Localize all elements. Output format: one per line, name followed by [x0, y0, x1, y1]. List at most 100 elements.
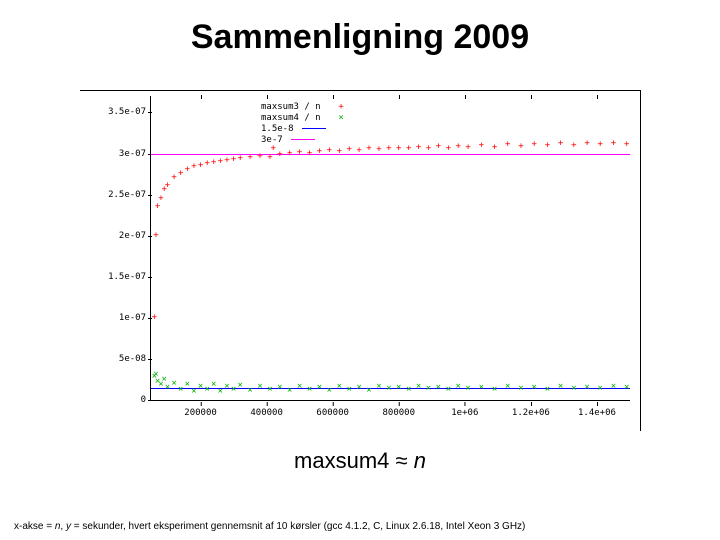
data-point: ×: [317, 383, 322, 392]
data-point: +: [356, 147, 361, 156]
data-point: +: [436, 142, 441, 151]
data-point: +: [337, 147, 342, 156]
data-point: ×: [224, 382, 229, 391]
data-point: +: [185, 165, 190, 174]
subtitle: maxsum4 ≈ n: [0, 448, 720, 474]
data-point: ×: [426, 385, 431, 394]
data-point: +: [376, 146, 381, 155]
data-point: ×: [185, 381, 190, 390]
data-point: ×: [165, 384, 170, 393]
legend-mark-icon: [288, 135, 318, 146]
data-point: +: [271, 145, 276, 154]
top-tick: [201, 95, 202, 99]
data-point: +: [386, 145, 391, 154]
data-point: ×: [327, 386, 332, 395]
data-point: +: [545, 142, 550, 151]
legend-item: maxsum3 / n +: [261, 102, 356, 113]
data-point: ×: [366, 386, 371, 395]
caption-part: x-akse =: [14, 521, 55, 532]
data-point: +: [171, 174, 176, 183]
data-point: ×: [376, 382, 381, 391]
x-tick-label: 800000: [382, 408, 415, 418]
data-point: ×: [584, 383, 589, 392]
y-tick-label: 3.5e-07: [96, 107, 146, 117]
data-point: ×: [465, 385, 470, 394]
y-tick-label: 2.5e-07: [96, 190, 146, 200]
y-tick-label: 5e-08: [96, 354, 146, 364]
data-point: +: [465, 143, 470, 152]
data-point: ×: [436, 383, 441, 392]
data-point: ×: [297, 382, 302, 391]
data-point: +: [257, 152, 262, 161]
data-point: +: [218, 157, 223, 166]
data-point: ×: [307, 386, 312, 395]
x-tick-label: 1.4e+06: [578, 408, 616, 418]
data-point: ×: [624, 384, 629, 393]
chart-legend: maxsum3 / n +maxsum4 / n ×1.5e-8 3e-7: [261, 102, 356, 146]
legend-mark-icon: ×: [326, 113, 356, 124]
data-point: +: [153, 231, 158, 240]
plot-area: maxsum3 / n +maxsum4 / n ×1.5e-8 3e-7 05…: [150, 96, 630, 401]
data-point: ×: [446, 386, 451, 395]
data-point: +: [396, 144, 401, 153]
data-point: +: [158, 194, 163, 203]
legend-mark-icon: [299, 124, 329, 135]
data-point: ×: [518, 385, 523, 394]
caption: x-akse = n, y = sekunder, hvert eksperim…: [0, 521, 720, 532]
data-point: +: [204, 160, 209, 169]
data-point: +: [426, 144, 431, 153]
top-tick: [597, 95, 598, 99]
data-point: ×: [492, 386, 497, 395]
data-point: ×: [545, 386, 550, 395]
data-point: +: [571, 142, 576, 151]
subtitle-prefix: maxsum4 ≈: [294, 448, 414, 473]
data-point: +: [237, 155, 242, 164]
data-point: ×: [211, 381, 216, 390]
data-point: +: [531, 141, 536, 150]
data-point: +: [416, 143, 421, 152]
top-tick: [267, 95, 268, 99]
y-tick-label: 0: [96, 395, 146, 405]
data-point: +: [456, 142, 461, 151]
data-point: ×: [191, 387, 196, 396]
data-point: ×: [267, 386, 272, 395]
legend-label: maxsum3 / n: [261, 102, 321, 112]
legend-label: maxsum4 / n: [261, 113, 321, 123]
x-tick-label: 400000: [250, 408, 283, 418]
data-point: ×: [198, 382, 203, 391]
data-point: ×: [346, 386, 351, 395]
top-tick: [465, 95, 466, 99]
data-point: +: [307, 149, 312, 158]
data-point: +: [267, 153, 272, 162]
x-tick-label: 200000: [184, 408, 217, 418]
subtitle-var: n: [414, 448, 426, 473]
data-point: +: [492, 143, 497, 152]
data-point: +: [224, 156, 229, 165]
data-point: ×: [505, 382, 510, 391]
page-title: Sammenligning 2009: [0, 18, 720, 57]
data-point: +: [165, 182, 170, 191]
data-point: ×: [247, 386, 252, 395]
top-tick: [531, 95, 532, 99]
data-point: ×: [416, 382, 421, 391]
data-point: +: [287, 149, 292, 158]
data-point: ×: [571, 385, 576, 394]
data-point: ×: [231, 386, 236, 395]
y-tick-label: 1e-07: [96, 313, 146, 323]
slide: Sammenligning 2009 maxsum3 / n +maxsum4 …: [0, 0, 720, 540]
data-point: +: [624, 141, 629, 150]
data-point: +: [505, 141, 510, 150]
top-tick: [399, 95, 400, 99]
data-point: +: [317, 147, 322, 156]
y-tick-label: 1.5e-07: [96, 272, 146, 282]
data-point: +: [611, 139, 616, 148]
y-tick-label: 2e-07: [96, 231, 146, 241]
legend-label: 1.5e-8: [261, 124, 294, 134]
x-tick-label: 1e+06: [451, 408, 478, 418]
data-point: ×: [218, 387, 223, 396]
data-point: +: [211, 159, 216, 168]
data-point: +: [327, 147, 332, 156]
data-point: ×: [598, 385, 603, 394]
data-point: ×: [356, 383, 361, 392]
data-point: +: [277, 151, 282, 160]
